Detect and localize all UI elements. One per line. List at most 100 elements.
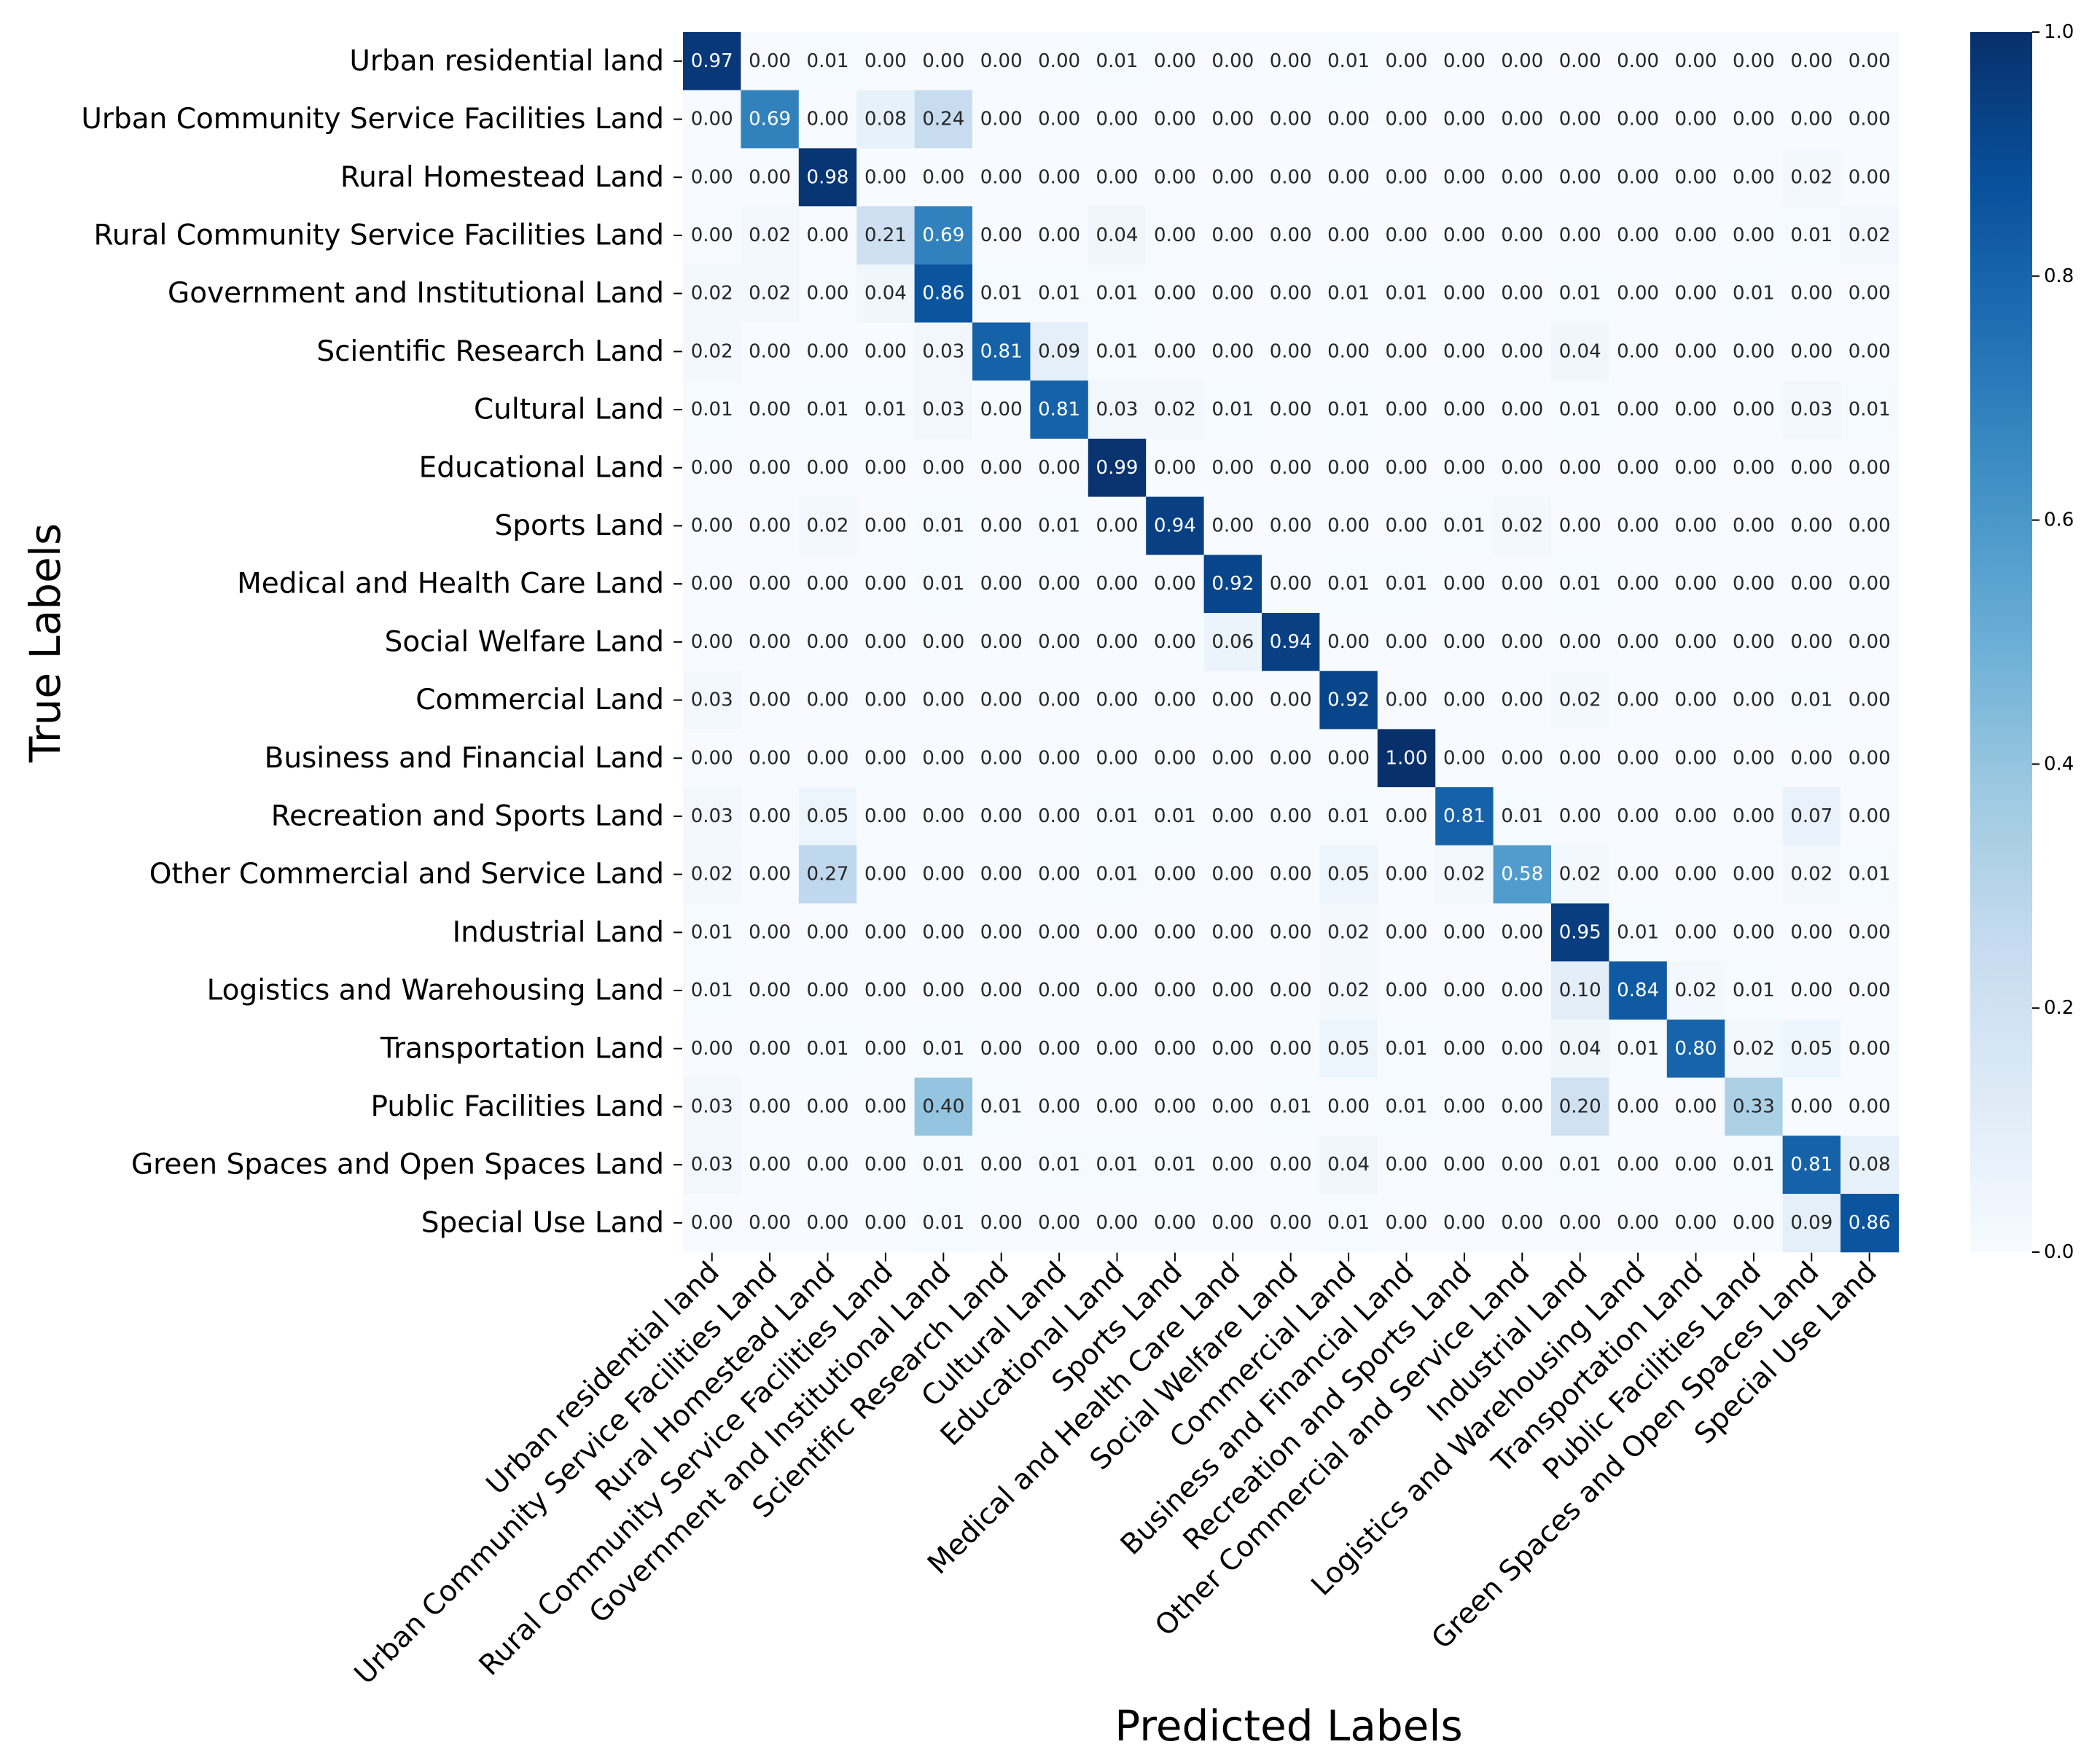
heatmap-cell [972,845,1031,904]
heatmap-cell [1493,787,1552,846]
cell-value-label: 0.01 [922,1212,964,1234]
cell-value-label: 0.00 [1443,1154,1486,1176]
heatmap-cell [1725,555,1784,614]
cell-value-label: 0.00 [691,109,733,130]
heatmap-cell [1203,496,1262,555]
cell-value-label: 0.00 [1733,1212,1775,1234]
heatmap-cell [1088,32,1147,91]
heatmap-cell [683,1019,741,1079]
heatmap-cell [1319,322,1378,381]
heatmap-cell [1146,555,1205,614]
cell-value-label: 0.00 [1270,1154,1312,1176]
cell-value-label: 0.01 [1733,1154,1775,1176]
cell-value-label: 0.03 [1790,399,1832,421]
heatmap-cell [1262,1019,1320,1079]
heatmap-cell [1551,380,1609,439]
cell-value-label: 0.00 [1327,340,1370,362]
cell-value-label: 0.00 [1096,980,1139,1001]
heatmap-cell [1030,729,1089,788]
heatmap-cell [1146,496,1205,555]
cell-value-label: 0.01 [1096,864,1139,886]
heatmap-cell [1262,1077,1320,1136]
cell-value-label: 0.00 [1386,805,1428,827]
heatmap-cell [1435,903,1494,962]
cell-value-label: 0.00 [1675,1154,1717,1176]
cell-value-label: 0.00 [1617,689,1659,711]
cell-value-label: 0.04 [1096,224,1139,246]
cell-value-label: 0.00 [1386,921,1428,943]
cell-value-label: 0.21 [864,224,907,246]
heatmap-cell [1493,1077,1552,1136]
cell-value-label: 0.00 [1501,457,1543,479]
cell-value-label: 0.00 [1038,457,1080,479]
cell-value-label: 0.00 [1211,805,1254,827]
cell-value-label: 0.00 [1849,457,1891,479]
cell-value-label: 0.00 [1211,864,1254,886]
heatmap-cell [914,1194,973,1253]
cell-value-label: 0.05 [807,805,849,827]
cell-value-label: 0.00 [1849,631,1891,653]
heatmap-cell [741,1194,800,1253]
cell-value-label: 0.00 [691,224,733,246]
heatmap-cell [1725,1019,1784,1079]
cell-value-label: 0.00 [1849,573,1891,595]
cell-value-label: 0.01 [1443,515,1486,536]
heatmap-cell [1493,206,1552,265]
heatmap-cell [1203,613,1262,672]
heatmap-cell [1841,322,1899,381]
heatmap-cell [1435,613,1494,672]
heatmap-cell [1493,729,1552,788]
heatmap-cell [1725,787,1784,846]
cell-value-label: 0.05 [1790,1038,1832,1060]
cell-value-label: 0.00 [1154,747,1196,769]
cell-value-label: 0.00 [1096,573,1139,595]
cell-value-label: 0.00 [1675,805,1717,827]
cell-value-label: 0.00 [1154,864,1196,886]
cell-value-label: 0.00 [1270,399,1312,421]
cell-value-label: 0.00 [1270,573,1312,595]
y-tick-label: Business and Financial Land [265,742,664,775]
heatmap-cell [1551,148,1609,207]
cell-value-label: 0.00 [749,631,791,653]
heatmap-cell [972,787,1031,846]
heatmap-cell [798,845,857,904]
heatmap-cell [1666,438,1725,498]
cell-value-label: 0.02 [691,283,733,305]
heatmap-cell [741,845,800,904]
cell-value-label: 0.58 [1501,864,1543,886]
cell-value-label: 0.86 [922,283,964,305]
heatmap-cell [798,671,857,730]
heatmap-cell [1551,438,1609,498]
heatmap-cell [1725,671,1784,730]
heatmap-cell [972,903,1031,962]
y-tick-label: Special Use Land [421,1206,664,1239]
heatmap-cell [1609,496,1668,555]
heatmap-cell [683,148,741,207]
heatmap-cell [1088,1019,1147,1079]
heatmap-cell [1493,903,1552,962]
cell-value-label: 0.00 [1327,1095,1370,1117]
heatmap-cell [1435,845,1494,904]
cell-value-label: 0.00 [1675,166,1717,188]
heatmap-cell [683,90,741,149]
cell-value-label: 0.00 [1211,747,1254,769]
heatmap-cell [1203,206,1262,265]
heatmap-cell [1666,555,1725,614]
cell-value-label: 0.01 [980,283,1023,305]
heatmap-cell [741,613,800,672]
cell-value-label: 0.02 [1559,689,1601,711]
heatmap-cell [1262,787,1320,846]
heatmap-cell [1725,32,1784,91]
y-tick-label: Transportation Land [380,1032,664,1065]
cell-value-label: 0.01 [864,399,907,421]
heatmap-cell [1030,845,1089,904]
heatmap-cell [1088,380,1147,439]
cell-value-label: 0.00 [1270,805,1312,827]
heatmap-cell [1666,613,1725,672]
cell-value-label: 0.00 [1501,747,1543,769]
heatmap-cell [1262,380,1320,439]
cell-value-label: 0.01 [922,515,964,536]
heatmap-cell [1841,613,1899,672]
heatmap-cell [1609,438,1668,498]
heatmap-cell [1146,845,1205,904]
